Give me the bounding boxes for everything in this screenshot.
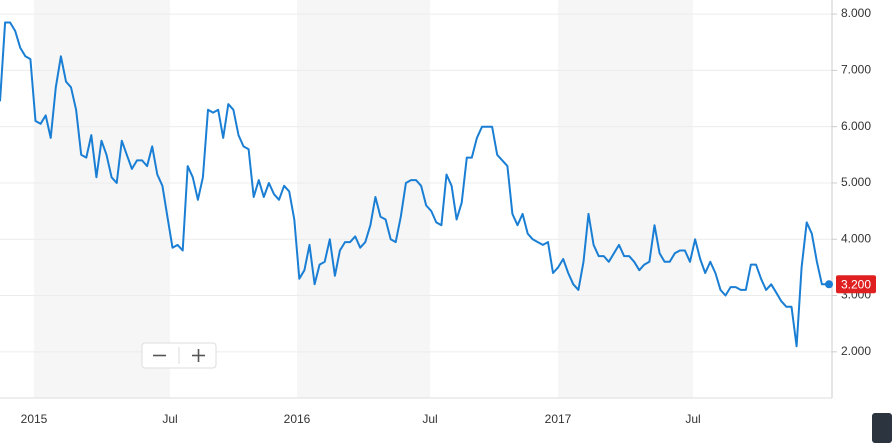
- zoom-control: [141, 342, 217, 369]
- x-tick-label: Jul: [162, 412, 177, 426]
- x-tick-label: 2017: [545, 412, 572, 426]
- x-tick-label: Jul: [422, 412, 437, 426]
- corner-widget[interactable]: [872, 413, 892, 443]
- x-tick-label: 2016: [284, 412, 311, 426]
- y-tick-label: 2.000: [841, 344, 871, 358]
- current-label: 3.200: [841, 277, 871, 291]
- current-dot: [825, 280, 833, 289]
- period-bands: [34, 0, 693, 398]
- zoom-out-button[interactable]: [143, 344, 178, 367]
- y-tick-label: 7.000: [841, 63, 871, 77]
- band: [34, 0, 170, 398]
- x-tick-label: 2015: [21, 412, 48, 426]
- y-tick-label: 6.000: [841, 119, 871, 133]
- band: [558, 0, 693, 398]
- price-line: [0, 21, 827, 348]
- x-tick-label: Jul: [685, 412, 700, 426]
- y-tick-label: 5.000: [841, 175, 871, 189]
- current-badge: [836, 275, 876, 294]
- plot: [0, 21, 827, 348]
- y-tick-label: 8.000: [841, 6, 871, 20]
- grid: [0, 13, 832, 353]
- band: [297, 0, 430, 398]
- y-tick-label: 4.000: [841, 231, 871, 245]
- zoom-in-button[interactable]: [180, 344, 215, 367]
